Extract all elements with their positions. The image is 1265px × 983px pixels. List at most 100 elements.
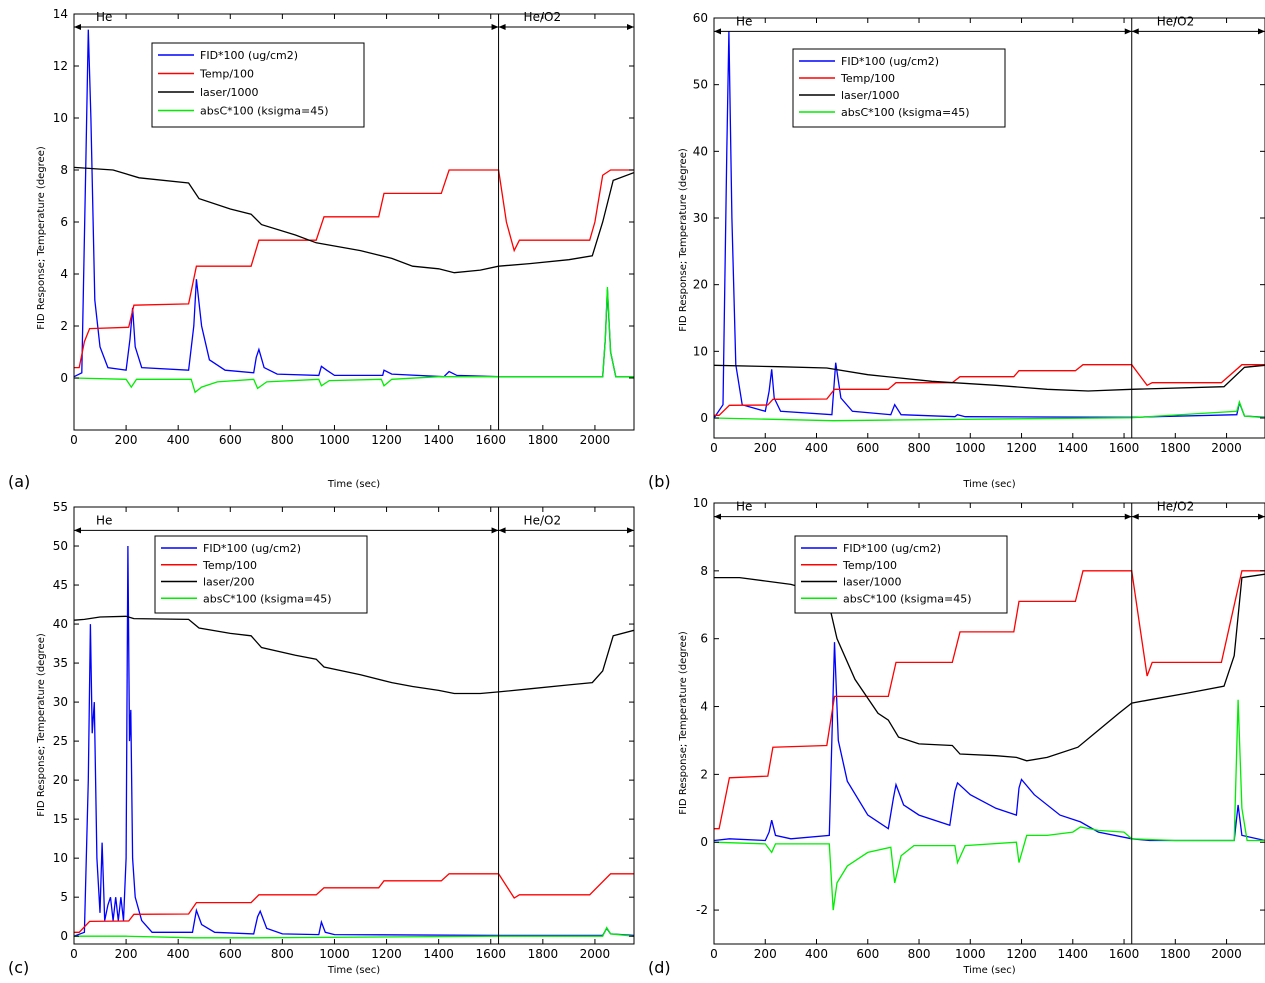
x-tick-label: 400 xyxy=(167,947,190,961)
x-tick-label: 200 xyxy=(115,947,138,961)
arrow-head-right xyxy=(1258,28,1265,35)
chart-panel-3: He He/O20 200 400 600 800 1000 1200 1400 1600 1800… xyxy=(648,496,1265,977)
y-axis-label: FID Response; Temperature (degree) xyxy=(36,633,47,817)
arrow-head-right xyxy=(1124,28,1132,35)
legend-label: absC*100 (ksigma=45) xyxy=(843,592,972,605)
y-tick-label: 10 xyxy=(693,496,708,510)
y-tick-label: 6 xyxy=(700,632,708,646)
arrow-head-left xyxy=(714,28,721,35)
plot-frame xyxy=(73,506,635,945)
legend-label: Temp/100 xyxy=(199,68,254,81)
y-tick-label: 0 xyxy=(60,371,68,385)
x-tick-label: 2000 xyxy=(580,433,611,447)
chart-panel-1: He He/O20 200 400 600 800 1000 1200 1400 1600 1800… xyxy=(648,11,1265,491)
series-line-absc xyxy=(714,699,1265,911)
y-tick-label: 4 xyxy=(700,700,708,714)
y-tick-label: 15 xyxy=(53,812,68,826)
x-tick-label: 1800 xyxy=(528,433,559,447)
series-line-absc xyxy=(714,399,1265,422)
arrow-head-left xyxy=(74,527,81,534)
x-tick-label: 1400 xyxy=(423,433,454,447)
chart-panel-0: He He/O2 0 200 400 600 800 1000 1200 1400 1600 1800… xyxy=(8,7,635,491)
y-tick-label: 40 xyxy=(693,144,708,158)
x-tick-label: 800 xyxy=(908,947,931,961)
y-axis-label: FID Response; Temperature (degree) xyxy=(36,146,47,330)
y-tick-label: 12 xyxy=(53,59,68,73)
panel-letter: (d) xyxy=(648,958,671,977)
arrow-head-right xyxy=(1124,513,1132,520)
x-tick-label: 600 xyxy=(219,947,242,961)
x-tick-label: 200 xyxy=(754,947,777,961)
x-tick-label: 1600 xyxy=(475,433,506,447)
arrow-head-left xyxy=(1131,513,1139,520)
y-tick-label: 0 xyxy=(700,411,708,425)
y-tick-label: 8 xyxy=(60,163,68,177)
x-tick-label: 1200 xyxy=(371,433,402,447)
x-tick-label: 1600 xyxy=(1109,441,1140,455)
legend-label: FID*100 (ug/cm2) xyxy=(841,55,939,68)
x-tick-label: 1400 xyxy=(423,947,454,961)
arrow-head-right xyxy=(627,24,634,30)
y-tick-label: 30 xyxy=(53,695,68,709)
x-tick-label: 0 xyxy=(70,433,78,447)
series-line-laser xyxy=(74,166,634,274)
x-tick-label: 200 xyxy=(754,441,777,455)
region-label: He/O2 xyxy=(524,10,562,24)
y-tick-label: 5 xyxy=(60,890,68,904)
x-tick-label: 1000 xyxy=(955,947,986,961)
legend-label: laser/200 xyxy=(203,576,255,589)
chart-panel-2: He He/O20 200 400 600 800 1000 1200 1400 1600 1800… xyxy=(8,500,635,977)
arrow-head-left xyxy=(498,24,506,30)
legend-label: laser/1000 xyxy=(200,86,259,99)
y-tick-label: 10 xyxy=(53,111,68,125)
region-label: He xyxy=(96,10,112,24)
x-axis-label: Time (sec) xyxy=(962,965,1015,976)
arrow-head-left xyxy=(74,24,81,30)
x-tick-label: 0 xyxy=(710,441,718,455)
arrow-head-left xyxy=(1131,28,1139,35)
y-tick-label: 4 xyxy=(60,267,68,281)
x-tick-label: 1200 xyxy=(371,947,402,961)
x-tick-label: 0 xyxy=(710,947,718,961)
y-tick-label: 10 xyxy=(53,851,68,865)
x-tick-label: 1800 xyxy=(1160,441,1191,455)
y-tick-label: 50 xyxy=(53,539,68,553)
y-tick-label: 0 xyxy=(60,929,68,943)
x-tick-label: 1000 xyxy=(319,947,350,961)
x-tick-label: 600 xyxy=(856,947,879,961)
x-axis-label: Time (sec) xyxy=(327,965,380,976)
y-tick-label: 55 xyxy=(53,500,68,514)
y-tick-label: 50 xyxy=(693,78,708,92)
x-tick-label: 1000 xyxy=(955,441,986,455)
y-axis-label: FID Response; Temperature (degree) xyxy=(678,148,689,332)
legend-box xyxy=(154,535,368,614)
arrow-head-right xyxy=(491,527,499,534)
x-tick-label: 0 xyxy=(70,947,78,961)
plot-frame xyxy=(713,502,1265,945)
legend-label: FID*100 (ug/cm2) xyxy=(203,542,301,555)
x-axis-label: Time (sec) xyxy=(962,479,1015,490)
legend-label: absC*100 (ksigma=45) xyxy=(200,105,329,118)
legend-box xyxy=(151,42,365,128)
plot-frame xyxy=(713,17,1265,439)
x-tick-label: 400 xyxy=(805,947,828,961)
series-line-fid xyxy=(714,31,1265,419)
y-tick-label: 0 xyxy=(700,835,708,849)
arrow-head-left xyxy=(498,527,506,534)
y-tick-label: 6 xyxy=(60,215,68,229)
y-tick-label: 35 xyxy=(53,656,68,670)
series-line-laser xyxy=(714,364,1265,392)
y-tick-label: 60 xyxy=(693,11,708,25)
y-tick-label: 8 xyxy=(700,564,708,578)
series-line-absc xyxy=(74,286,634,394)
panel-letter: (c) xyxy=(8,958,29,977)
arrow-head-right xyxy=(627,527,634,534)
x-tick-label: 2000 xyxy=(1211,947,1242,961)
x-tick-label: 600 xyxy=(219,433,242,447)
x-tick-label: 1200 xyxy=(1006,441,1037,455)
legend-box xyxy=(794,535,1008,614)
legend-label: Temp/100 xyxy=(840,72,895,85)
panel-letter: (a) xyxy=(8,472,30,491)
x-tick-label: 400 xyxy=(805,441,828,455)
x-tick-label: 200 xyxy=(115,433,138,447)
